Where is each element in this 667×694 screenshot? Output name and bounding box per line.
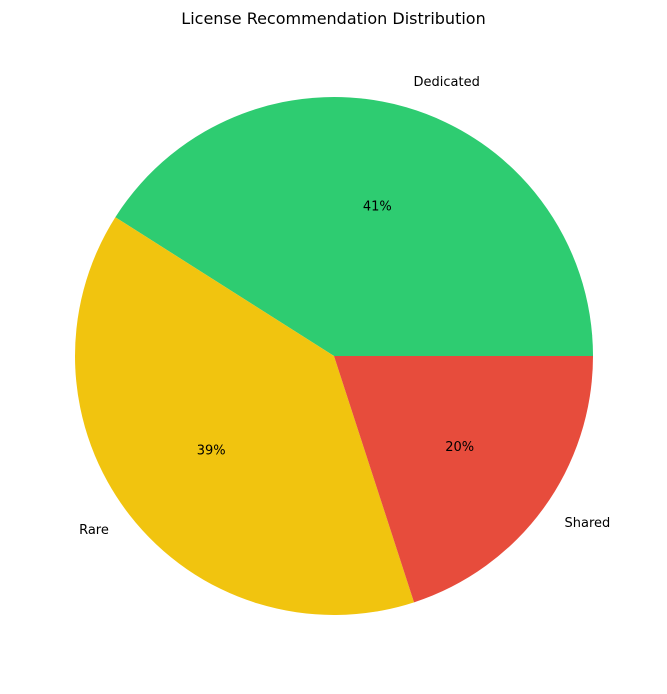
pie-slice-rare [75,217,415,615]
pie-slices [75,96,594,615]
pie-slice-dedicated [115,96,594,357]
percent-label-rare: 39% [197,444,226,459]
chart-title: License Recommendation Distribution [181,9,485,28]
slice-label-dedicated: Dedicated [413,75,479,90]
percent-label-dedicated: 41% [363,199,392,214]
percent-label-shared: 20% [445,440,474,455]
pie-labels: Dedicated 41% Rare 39% Shared 20% [79,75,610,538]
pie-slice-shared [334,356,593,603]
slice-label-rare: Rare [79,523,109,538]
slice-label-shared: Shared [564,516,610,531]
